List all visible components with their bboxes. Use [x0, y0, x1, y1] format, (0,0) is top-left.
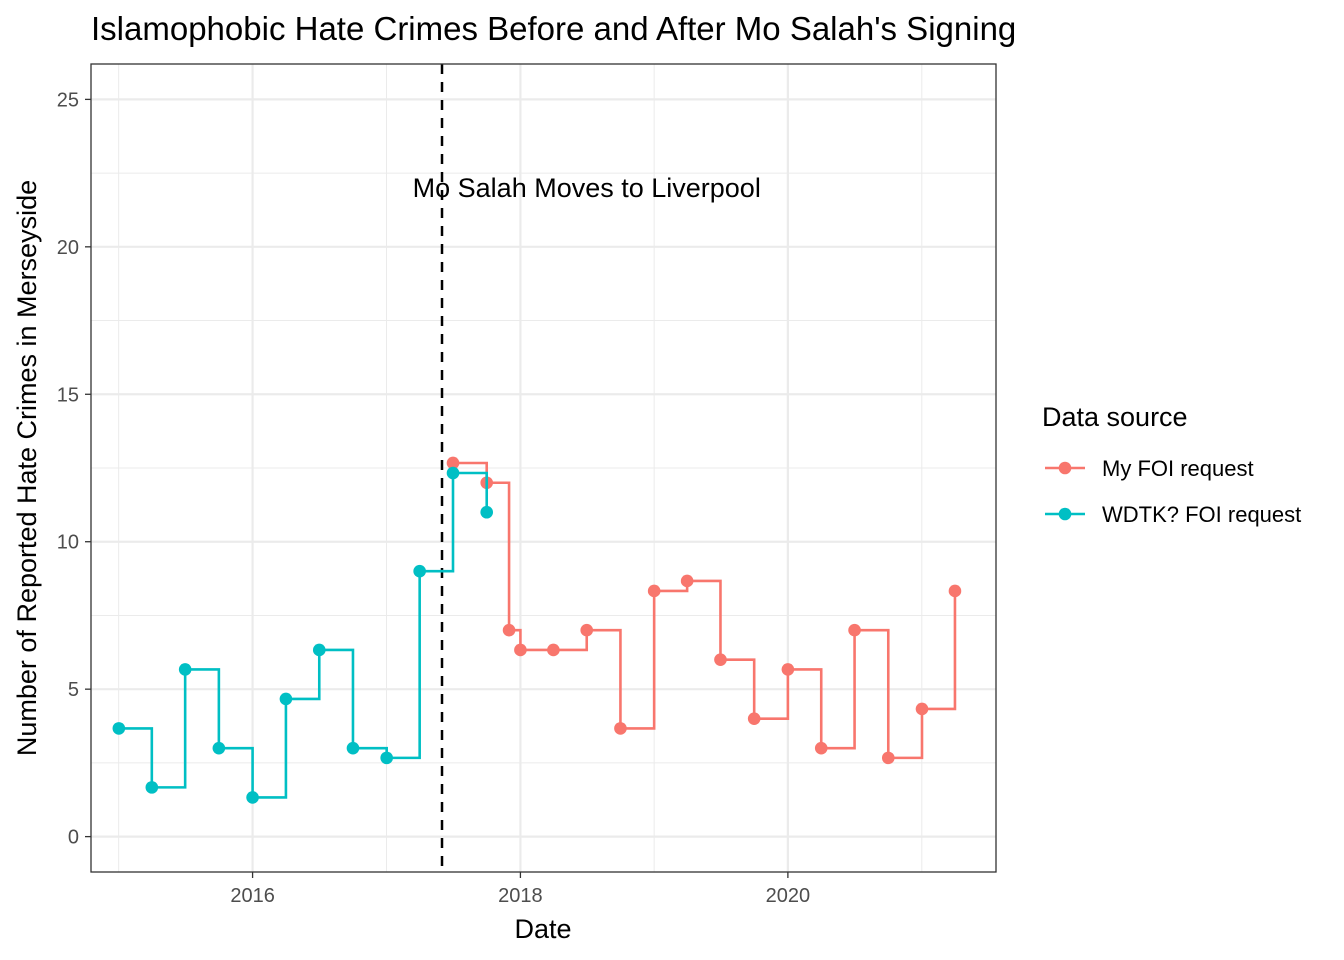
data-point — [714, 653, 727, 666]
data-point — [112, 722, 126, 735]
x-tick-label: 2016 — [230, 885, 275, 907]
series-1 — [446, 456, 962, 765]
legend-label: My FOI request — [1102, 456, 1254, 481]
data-point — [446, 456, 460, 470]
data-point — [212, 741, 226, 755]
legend-item: My FOI request — [1045, 456, 1254, 481]
data-point — [915, 702, 929, 716]
grid-major — [91, 64, 996, 872]
y-tick-label: 15 — [57, 384, 79, 406]
y-tick-label: 10 — [57, 532, 79, 554]
chart-title: Islamophobic Hate Crimes Before and Afte… — [91, 10, 1016, 47]
annotation-text: Mo Salah Moves to Liverpool — [413, 173, 761, 203]
data-point — [413, 564, 426, 578]
data-point — [948, 584, 962, 598]
legend-items: My FOI request WDTK? FOI request — [1045, 456, 1301, 527]
y-tick-label: 25 — [57, 89, 79, 111]
data-point — [502, 623, 516, 637]
annotation-layer: Mo Salah Moves to Liverpool — [413, 173, 761, 203]
series-2 — [112, 466, 494, 804]
x-axis-title: Date — [514, 914, 571, 944]
x-axis: 2016 2018 2020 — [230, 872, 810, 907]
y-axis-title: Number of Reported Hate Crimes in Mersey… — [12, 180, 42, 756]
y-axis: 0 5 10 15 20 25 — [57, 89, 91, 849]
data-point — [814, 741, 828, 755]
data-point — [178, 663, 192, 676]
data-point — [312, 643, 326, 657]
legend-key-point — [1058, 507, 1072, 521]
series-line — [453, 461, 957, 760]
data-point — [480, 505, 494, 519]
data-point — [747, 712, 761, 725]
data-point — [848, 623, 861, 637]
legend-label: WDTK? FOI request — [1102, 502, 1301, 527]
data-point — [380, 751, 393, 765]
y-tick-label: 0 — [68, 827, 79, 849]
data-point — [614, 722, 627, 735]
legend-item: WDTK? FOI request — [1045, 502, 1301, 527]
series-layer — [112, 456, 962, 804]
data-point — [781, 663, 795, 676]
data-point — [547, 643, 560, 657]
data-point — [580, 623, 594, 637]
series-line — [118, 471, 489, 799]
data-point — [279, 692, 293, 706]
legend-key-point — [1058, 461, 1072, 475]
data-point — [346, 741, 360, 755]
data-point — [881, 751, 895, 765]
data-point — [647, 584, 661, 598]
data-point — [446, 466, 460, 480]
data-point — [145, 781, 159, 794]
legend-title: Data source — [1042, 402, 1188, 432]
data-point — [246, 791, 259, 804]
legend: Data source My FOI request WDTK? FOI requ… — [1042, 402, 1301, 527]
y-tick-label: 20 — [57, 237, 79, 259]
x-tick-label: 2020 — [766, 885, 811, 907]
data-point — [680, 574, 694, 588]
data-point — [514, 643, 527, 657]
plot-border — [90, 63, 997, 873]
grid-minor — [91, 64, 996, 872]
y-tick-label: 5 — [68, 679, 79, 701]
x-tick-label: 2018 — [498, 885, 543, 907]
